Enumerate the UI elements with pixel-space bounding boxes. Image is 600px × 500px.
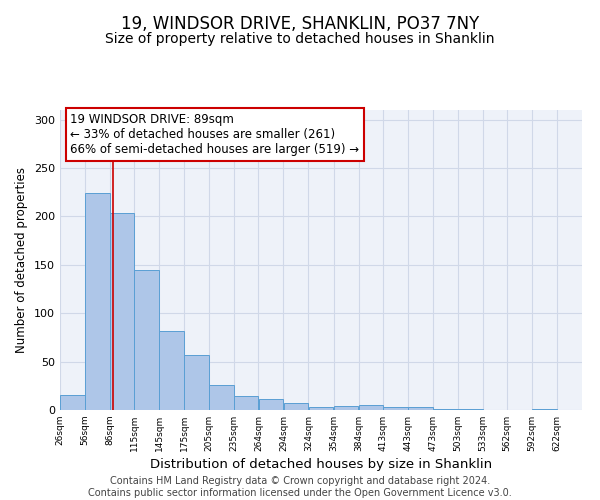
Bar (60, 394, 85, 410)
Bar (408, 407, 433, 410)
Bar (134, 270, 159, 410)
Text: Size of property relative to detached houses in Shanklin: Size of property relative to detached ho… (105, 32, 495, 46)
Bar (235, 396, 259, 410)
Bar (334, 406, 358, 410)
Bar (308, 407, 334, 410)
Bar (284, 403, 308, 410)
X-axis label: Distribution of detached houses by size in Shanklin: Distribution of detached houses by size … (150, 458, 492, 471)
Bar (259, 400, 283, 410)
Bar (209, 385, 234, 410)
Bar (458, 409, 482, 410)
Text: 19 WINDSOR DRIVE: 89sqm
← 33% of detached houses are smaller (261)
66% of semi-d: 19 WINDSOR DRIVE: 89sqm ← 33% of detache… (70, 113, 359, 156)
Bar (184, 355, 209, 410)
Bar (85, 193, 110, 410)
Text: 19, WINDSOR DRIVE, SHANKLIN, PO37 7NY: 19, WINDSOR DRIVE, SHANKLIN, PO37 7NY (121, 15, 479, 33)
Bar (532, 409, 557, 410)
Bar (110, 212, 134, 410)
Text: Contains HM Land Registry data © Crown copyright and database right 2024.
Contai: Contains HM Land Registry data © Crown c… (88, 476, 512, 498)
Bar (433, 409, 458, 410)
Bar (383, 407, 407, 410)
Y-axis label: Number of detached properties: Number of detached properties (16, 167, 28, 353)
Bar (359, 405, 383, 410)
Bar (160, 330, 184, 410)
